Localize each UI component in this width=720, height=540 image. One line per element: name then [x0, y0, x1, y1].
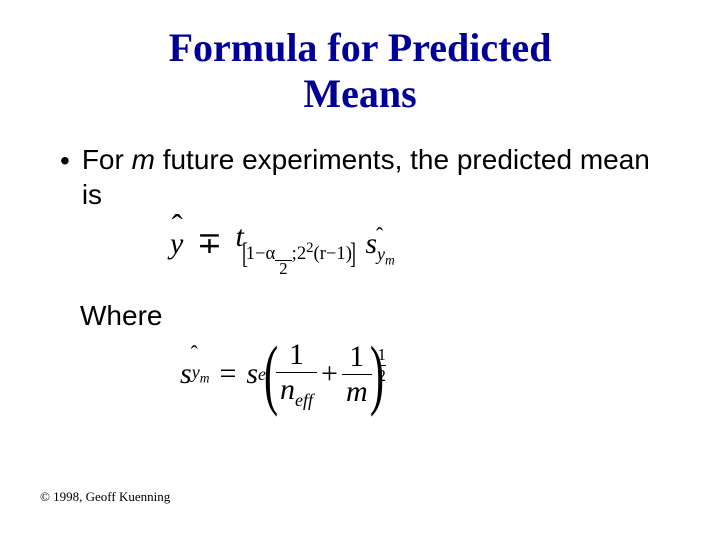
- slide: Formula for Predicted Means • For m futu…: [0, 0, 720, 540]
- bullet-block: • For m future experiments, the predicte…: [50, 142, 670, 212]
- minus-plus: ∓: [191, 227, 228, 260]
- bullet-pre: For: [82, 144, 132, 175]
- lparen: (: [264, 339, 278, 409]
- f2-eq: =: [209, 357, 246, 391]
- s: s: [361, 227, 377, 260]
- sub-1ma: 1−α: [246, 243, 276, 264]
- sub-2b: 2: [297, 243, 306, 264]
- y: y: [170, 227, 183, 260]
- frac-1-neff: 1 neff: [276, 338, 317, 411]
- s-sub-yhat: ˆym: [377, 244, 395, 269]
- formula-1: y ∓ t [1−α 2;22(r−1)] sˆym: [50, 220, 670, 272]
- frac-1-m: 1 m: [342, 340, 372, 409]
- bullet-item: • For m future experiments, the predicte…: [60, 142, 670, 212]
- formula-2: sˆym = se ( 1 neff + 1 m ) 1 2: [50, 338, 670, 411]
- bullet-m: m: [132, 144, 155, 175]
- bullet-post: future experiments, the predicted mean i…: [82, 144, 650, 210]
- sub-2a: 2: [275, 260, 291, 278]
- t-term: t [1−α 2;22(r−1)]: [235, 220, 353, 272]
- frac2-den: m: [346, 375, 368, 408]
- f2-s-sub-yhat: ˆym: [192, 362, 210, 387]
- sub-rm1: (r−1): [314, 243, 352, 264]
- frac1-den-eff: eff: [295, 390, 313, 410]
- f2-sub-m: m: [200, 370, 210, 385]
- bullet-dot: •: [60, 154, 70, 168]
- where-label: Where: [50, 300, 670, 332]
- frac2-num: 1: [342, 340, 372, 374]
- sub-exp: 2: [306, 240, 313, 256]
- s-sub-m: m: [385, 252, 395, 267]
- y-hat: y: [170, 227, 183, 261]
- plus: +: [317, 357, 342, 391]
- frac1-den-n: n: [280, 373, 295, 406]
- rparen: ): [369, 339, 383, 409]
- title-line-1: Formula for Predicted: [169, 25, 552, 70]
- f2-se-s: s: [246, 357, 258, 391]
- title-line-2: Means: [303, 71, 416, 116]
- copyright: © 1998, Geoff Kuenning: [40, 489, 170, 505]
- slide-title: Formula for Predicted Means: [50, 25, 670, 117]
- frac1-num: 1: [276, 338, 317, 372]
- t-subscript: [1−α 2;22(r−1)]: [244, 241, 354, 278]
- bullet-text: For m future experiments, the predicted …: [82, 142, 670, 212]
